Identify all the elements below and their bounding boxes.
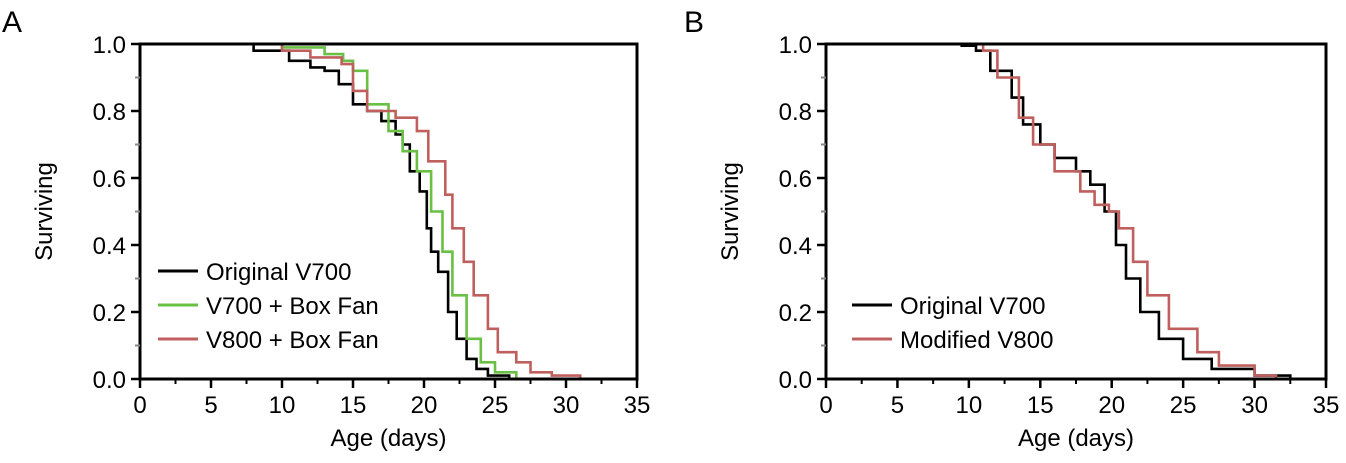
x-tick-label: 35	[1313, 392, 1340, 419]
y-axis-title: Surviving	[31, 162, 58, 261]
x-tick-label: 15	[1027, 392, 1054, 419]
x-tick-label: 0	[819, 392, 832, 419]
x-tick-label: 30	[553, 392, 580, 419]
legend-label: Original V700	[900, 293, 1045, 320]
series-line-original-v700	[140, 42, 511, 379]
y-tick-label: 0.6	[779, 166, 812, 193]
y-axis-title: Surviving	[717, 162, 744, 261]
series-line-modified-v800	[826, 42, 1278, 379]
y-tick-label: 0.6	[93, 166, 126, 193]
x-tick-label: 5	[204, 392, 217, 419]
series-line-v800-box-fan	[140, 42, 582, 379]
x-tick-label: 10	[269, 392, 296, 419]
y-tick-label: 0.2	[779, 300, 812, 327]
legend-label: V800 + Box Fan	[206, 327, 379, 354]
legend: Original V700 V700 + Box Fan V800 + Box Fa…	[158, 259, 379, 354]
legend: Original V700 Modified V800	[852, 293, 1053, 354]
x-tick-label: 30	[1241, 392, 1268, 419]
panel-b: B 0 5 10 15 20 25 30 35 0.0 0.2 0.4 0.6 0.8 1.0 Age (da…	[684, 6, 1339, 452]
legend-label: Original V700	[206, 259, 351, 286]
y-tick-label: 0.4	[779, 233, 812, 260]
series-line-v700-box-fan	[140, 42, 518, 379]
x-tick-label: 20	[411, 392, 438, 419]
x-axis-title: Age (days)	[1018, 425, 1134, 452]
legend-label: V700 + Box Fan	[206, 293, 379, 320]
x-tick-label: 10	[956, 392, 983, 419]
panel-letter: B	[684, 6, 704, 39]
x-tick-label: 35	[624, 392, 651, 419]
y-tick-label: 0.8	[93, 99, 126, 126]
y-tick-label: 0.4	[93, 233, 126, 260]
y-tick-label: 1.0	[779, 32, 812, 59]
y-tick-label: 0.0	[779, 367, 812, 394]
x-tick-label: 5	[891, 392, 904, 419]
y-tick-label: 0.8	[779, 99, 812, 126]
series-line-original-v700	[826, 42, 1292, 379]
y-tick-label: 0.2	[93, 300, 126, 327]
x-tick-label: 15	[340, 392, 367, 419]
panel-letter: A	[2, 6, 22, 39]
y-tick-label: 0.0	[93, 367, 126, 394]
x-axis-title: Age (days)	[330, 425, 446, 452]
x-tick-label: 25	[482, 392, 509, 419]
y-tick-label: 1.0	[93, 32, 126, 59]
x-tick-label: 0	[133, 392, 146, 419]
x-tick-label: 20	[1098, 392, 1125, 419]
legend-label: Modified V800	[900, 327, 1053, 354]
panel-a: A 0 5 10 15 20 25 30 35 0.0 0.2 0.4 0.6 0.8 1.0 Age (da…	[2, 6, 650, 452]
x-tick-label: 25	[1170, 392, 1197, 419]
